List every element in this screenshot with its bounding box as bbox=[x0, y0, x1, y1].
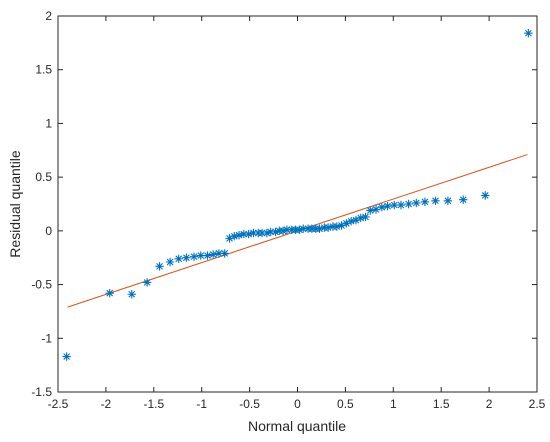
data-point bbox=[299, 224, 308, 233]
data-point bbox=[189, 252, 199, 261]
data-point bbox=[244, 229, 253, 239]
tick-labels: -2.5 -2 -1.5 -1 -0.5 0 0.5 1 1.5 2 2.5 -1.5 -1 -0.5 0 0… bbox=[31, 9, 545, 411]
y-axis-label: Residual quantile bbox=[7, 150, 23, 258]
data-point bbox=[262, 228, 272, 238]
data-point bbox=[371, 205, 381, 214]
data-point bbox=[361, 212, 370, 222]
data-point bbox=[220, 249, 229, 258]
reference-line bbox=[67, 154, 528, 308]
y-tick-label: -0.5 bbox=[31, 278, 52, 292]
data-point bbox=[278, 226, 288, 236]
data-point bbox=[524, 28, 533, 38]
x-tick-label: 2 bbox=[486, 397, 493, 411]
data-point bbox=[420, 197, 430, 207]
data-point bbox=[155, 262, 164, 271]
data-point bbox=[366, 206, 375, 215]
data-point bbox=[412, 198, 421, 208]
data-point bbox=[459, 195, 468, 204]
data-point bbox=[383, 201, 392, 211]
data-point bbox=[249, 228, 258, 238]
data-point bbox=[239, 229, 249, 239]
x-tick-label: 1 bbox=[390, 397, 397, 411]
data-point bbox=[390, 200, 399, 210]
data-point bbox=[127, 290, 136, 299]
data-point bbox=[356, 213, 365, 223]
data-point bbox=[230, 232, 239, 241]
data-point bbox=[323, 223, 333, 232]
data-point bbox=[105, 288, 114, 298]
data-point bbox=[396, 200, 406, 210]
data-point bbox=[404, 199, 413, 209]
x-tick-label: -1.5 bbox=[143, 397, 164, 411]
y-tick-label: 0.5 bbox=[35, 170, 52, 184]
data-point bbox=[234, 230, 244, 240]
x-tick-label: -1 bbox=[196, 397, 207, 411]
data-points bbox=[62, 28, 533, 361]
data-point bbox=[257, 228, 267, 238]
plot-area bbox=[57, 15, 538, 393]
x-tick-label: -0.5 bbox=[239, 397, 260, 411]
data-point bbox=[214, 249, 224, 258]
y-tick-label: -1.5 bbox=[31, 385, 52, 399]
data-point bbox=[481, 191, 490, 200]
data-point bbox=[332, 222, 341, 231]
x-axis-label: Normal quantile bbox=[248, 418, 346, 434]
data-point bbox=[266, 227, 275, 237]
x-tick-label: 2.5 bbox=[529, 397, 546, 411]
y-tick-label: 1 bbox=[45, 116, 52, 130]
y-tick-label: 0 bbox=[45, 224, 52, 238]
y-tick-label: 1.5 bbox=[35, 63, 52, 77]
tick-marks bbox=[57, 15, 538, 393]
data-point bbox=[174, 254, 183, 263]
data-point bbox=[342, 219, 351, 228]
x-tick-label: 0.5 bbox=[337, 397, 354, 411]
data-point bbox=[443, 196, 453, 205]
data-point bbox=[431, 196, 440, 205]
y-tick-label: 2 bbox=[45, 9, 52, 23]
x-tick-label: 1.5 bbox=[433, 397, 450, 411]
data-point bbox=[182, 253, 191, 262]
x-tick-label: -2.5 bbox=[48, 397, 69, 411]
data-point bbox=[346, 216, 356, 226]
data-point bbox=[271, 227, 280, 237]
data-point bbox=[62, 352, 71, 361]
data-point bbox=[377, 203, 387, 212]
data-point bbox=[225, 234, 234, 243]
data-point bbox=[351, 215, 361, 225]
data-point bbox=[196, 251, 205, 260]
data-point bbox=[337, 221, 346, 230]
reference-line-layer bbox=[67, 154, 528, 308]
y-tick-label: -1 bbox=[41, 331, 52, 345]
data-point bbox=[142, 278, 152, 287]
x-tick-label: -2 bbox=[101, 397, 112, 411]
data-point bbox=[203, 251, 212, 260]
data-point bbox=[282, 225, 292, 234]
data-point bbox=[315, 224, 324, 233]
data-point bbox=[208, 250, 218, 259]
data-point bbox=[295, 225, 304, 234]
data-point bbox=[165, 257, 175, 267]
x-tick-label: 0 bbox=[294, 397, 301, 411]
